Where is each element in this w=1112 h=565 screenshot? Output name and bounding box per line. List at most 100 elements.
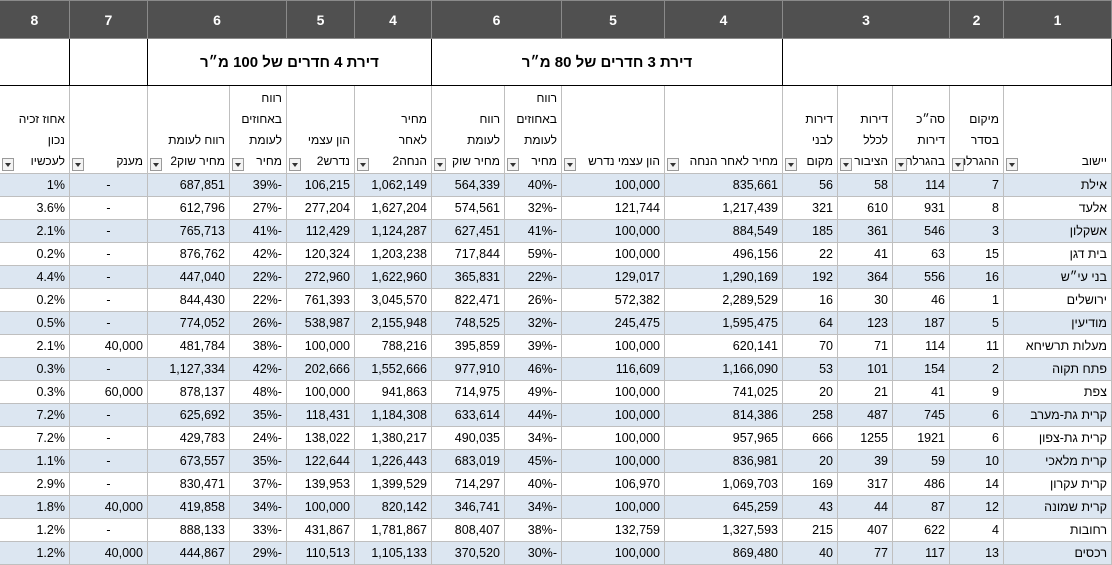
value-cell: 4.4% bbox=[0, 265, 70, 289]
value-cell: 30 bbox=[837, 288, 893, 312]
header-label: הון עצמי נדרש bbox=[588, 154, 660, 168]
column-number: 5 bbox=[285, 0, 355, 39]
filter-button[interactable] bbox=[563, 158, 576, 171]
column-header: רווח לעומת מחיר שוק bbox=[430, 85, 505, 174]
value-cell: -34% bbox=[503, 495, 562, 519]
city-cell: אשקלון bbox=[1003, 219, 1112, 243]
column-number: 6 bbox=[146, 0, 287, 39]
value-cell: 346,741 bbox=[430, 495, 505, 519]
filter-button[interactable] bbox=[666, 158, 679, 171]
value-cell: 365,831 bbox=[430, 265, 505, 289]
value-cell: 572,382 bbox=[560, 288, 665, 312]
value-cell: -22% bbox=[503, 265, 562, 289]
value-cell: -35% bbox=[228, 449, 287, 473]
filter-button[interactable] bbox=[784, 158, 797, 171]
value-cell: 70 bbox=[781, 334, 839, 358]
column-header: רווח באחוזים לעומת מחיר bbox=[503, 85, 562, 174]
value-cell: 121,744 bbox=[560, 196, 665, 220]
value-cell: 761,393 bbox=[285, 288, 355, 312]
column-header: מיקום בסדר ההגרלה bbox=[949, 85, 1004, 174]
value-cell: 2.1% bbox=[0, 219, 70, 243]
value-cell: 169 bbox=[781, 472, 839, 496]
filter-button[interactable] bbox=[506, 158, 519, 171]
filter-button[interactable] bbox=[1, 158, 14, 171]
value-cell: - bbox=[68, 472, 148, 496]
value-cell: - bbox=[68, 173, 148, 197]
value-cell: 3,045,570 bbox=[353, 288, 432, 312]
header-label: אחוז זכיה נכון לעכשיו bbox=[18, 112, 65, 168]
value-cell: 100,000 bbox=[560, 219, 665, 243]
value-cell: 100,000 bbox=[560, 173, 665, 197]
value-cell: 814,386 bbox=[663, 403, 783, 427]
value-cell: 44 bbox=[837, 495, 893, 519]
value-cell: 830,471 bbox=[146, 472, 230, 496]
value-cell: -29% bbox=[228, 541, 287, 565]
filter-button[interactable] bbox=[952, 158, 964, 171]
value-cell: 215 bbox=[781, 518, 839, 542]
data-row: פתח תקוה 2 154 101 53 1,166,090 116,609 -46% 977… bbox=[0, 357, 1112, 381]
value-cell: 0.3% bbox=[0, 380, 70, 404]
data-row: קרית גת-מערב 6 745 487 258 814,386 100,000 -44%… bbox=[0, 403, 1112, 427]
value-cell: 612,796 bbox=[146, 196, 230, 220]
filter-button[interactable] bbox=[231, 158, 244, 171]
value-cell: -22% bbox=[228, 288, 287, 312]
filter-button[interactable] bbox=[71, 158, 84, 171]
value-cell: 490,035 bbox=[430, 426, 505, 450]
value-cell: 13 bbox=[949, 541, 1004, 565]
value-cell: 788,216 bbox=[353, 334, 432, 358]
value-cell: 138,022 bbox=[285, 426, 355, 450]
value-cell: 16 bbox=[949, 265, 1004, 289]
empty-cell bbox=[0, 38, 70, 86]
value-cell: 9 bbox=[949, 380, 1004, 404]
value-cell: 957,965 bbox=[663, 426, 783, 450]
data-row: ירושלים 1 46 30 16 2,289,529 572,382 -26% 822,47… bbox=[0, 288, 1112, 312]
value-cell: 1,380,217 bbox=[353, 426, 432, 450]
value-cell: - bbox=[68, 196, 148, 220]
value-cell: -37% bbox=[228, 472, 287, 496]
filter-button[interactable] bbox=[840, 158, 852, 171]
data-row: רכסים 13 117 77 40 869,480 100,000 -30% 370,520 1… bbox=[0, 541, 1112, 565]
value-cell: 361 bbox=[837, 219, 893, 243]
value-cell: 1,184,308 bbox=[353, 403, 432, 427]
value-cell: - bbox=[68, 449, 148, 473]
data-row: אלעד 8 931 610 321 1,217,439 121,744 -32% 574,56… bbox=[0, 196, 1112, 220]
value-cell: 622 bbox=[892, 518, 950, 542]
value-cell: -45% bbox=[503, 449, 562, 473]
value-cell: 3.6% bbox=[0, 196, 70, 220]
city-cell: קרית שמונה bbox=[1003, 495, 1112, 519]
value-cell: 21 bbox=[837, 380, 893, 404]
value-cell: 1,781,867 bbox=[353, 518, 432, 542]
value-cell: 122,644 bbox=[285, 449, 355, 473]
filter-button[interactable] bbox=[356, 158, 369, 171]
value-cell: 139,953 bbox=[285, 472, 355, 496]
city-cell: צפת bbox=[1003, 380, 1112, 404]
filter-button[interactable] bbox=[433, 158, 446, 171]
value-cell: 717,844 bbox=[430, 242, 505, 266]
header-label: רווח לעומת מחיר שוק2 bbox=[168, 133, 225, 168]
value-cell: 645,259 bbox=[663, 495, 783, 519]
value-cell: 100,000 bbox=[285, 334, 355, 358]
filter-button[interactable] bbox=[895, 158, 907, 171]
filter-button[interactable] bbox=[288, 158, 301, 171]
header-label: מענק bbox=[116, 154, 143, 168]
value-cell: 258 bbox=[781, 403, 839, 427]
value-cell: 1,552,666 bbox=[353, 357, 432, 381]
value-cell: 132,759 bbox=[560, 518, 665, 542]
value-cell: 444,867 bbox=[146, 541, 230, 565]
value-cell: 429,783 bbox=[146, 426, 230, 450]
column-number: 4 bbox=[663, 0, 783, 39]
filter-button[interactable] bbox=[1006, 158, 1018, 171]
filter-button[interactable] bbox=[149, 158, 162, 171]
value-cell: 620,141 bbox=[663, 334, 783, 358]
city-cell: אלעד bbox=[1003, 196, 1112, 220]
value-cell: 59 bbox=[892, 449, 950, 473]
value-cell: 687,851 bbox=[146, 173, 230, 197]
column-header: אחוז זכיה נכון לעכשיו bbox=[0, 85, 70, 174]
city-cell: בית דגן bbox=[1003, 242, 1112, 266]
value-cell: 765,713 bbox=[146, 219, 230, 243]
value-cell: 0.2% bbox=[0, 288, 70, 312]
column-number: 4 bbox=[353, 0, 432, 39]
